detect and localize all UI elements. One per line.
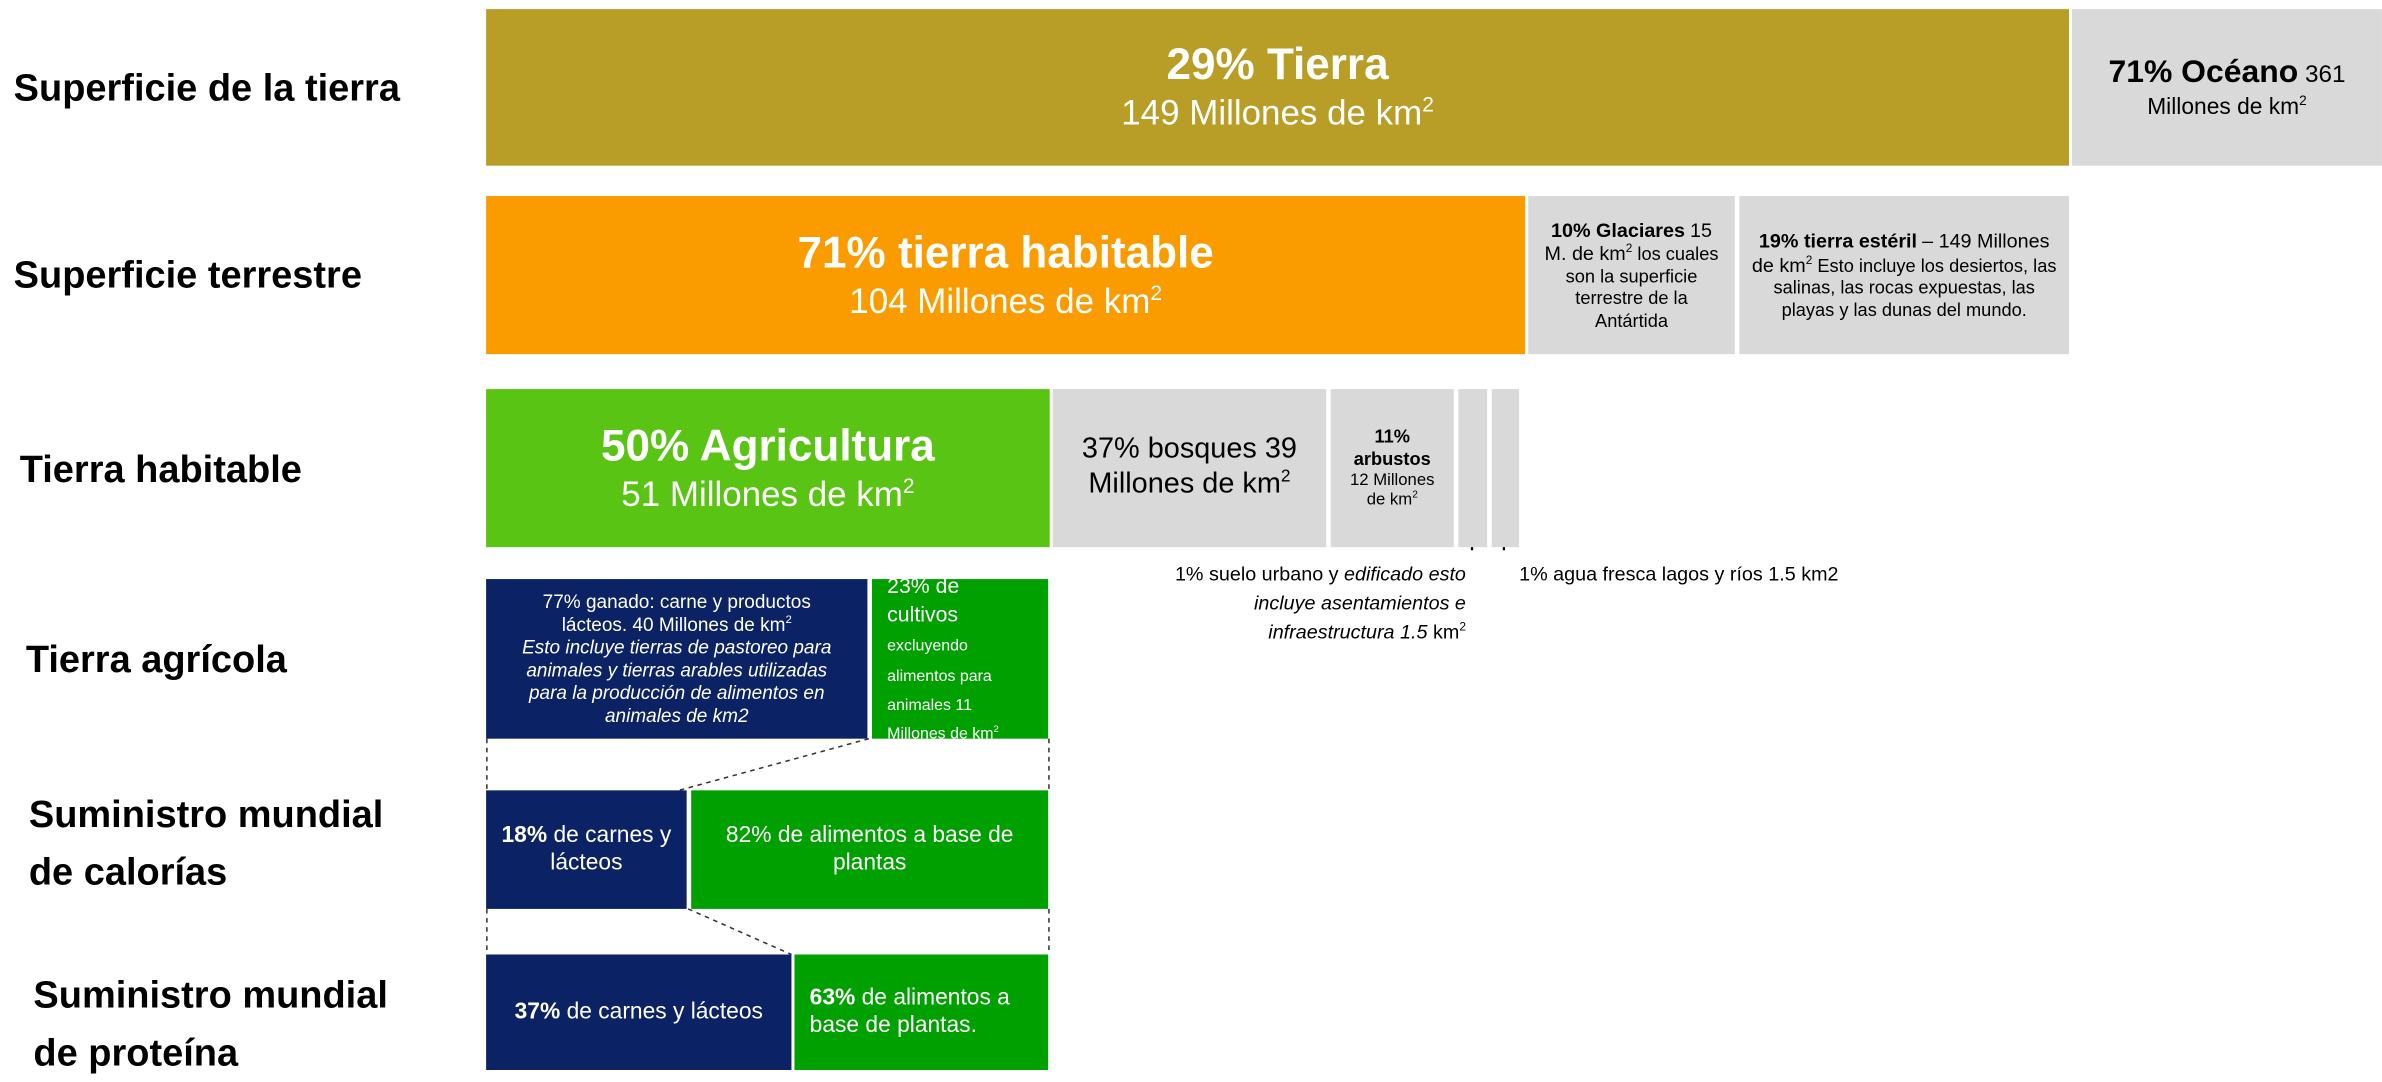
label-line: de proteína — [33, 1032, 239, 1075]
superscript: 2 — [1150, 281, 1162, 304]
block-title: 18% — [501, 822, 548, 849]
block-text: 104 Millones de km — [849, 280, 1151, 321]
label-line: Superficie de la tierra — [13, 66, 400, 110]
block-bosques: 37% bosques 39 Millones de km2 — [1052, 389, 1327, 548]
row-label: Superficie de la tierra — [14, 59, 400, 117]
block-text: 15 M. de km — [1544, 218, 1713, 266]
block-title: 50% Agricultura — [601, 422, 935, 471]
row-label: Suministro mundial de calorías — [29, 786, 383, 902]
label-line: de calorías — [28, 851, 228, 894]
block-text: – 149 Millones de km — [1751, 229, 2050, 277]
block-text: 12 Millones de km — [1349, 471, 1435, 510]
label-line: Suministro mundial — [28, 793, 384, 836]
block-glaciares: 10% Glaciares 15 M. de km2 los cuales so… — [1528, 196, 1735, 355]
label-line: Tierra habitable — [19, 448, 302, 491]
block-calorias-plantas: 82% de alimentos a base de plantas — [691, 790, 1049, 909]
block-text: 77% ganado: carne y productos lácteos. 4… — [542, 590, 811, 635]
note-text: km — [1432, 619, 1460, 643]
superscript: 2 — [993, 724, 999, 735]
dashed-line — [678, 737, 870, 792]
superscript: 2 — [1280, 467, 1291, 486]
superscript: 2 — [1805, 252, 1813, 267]
block-text: 82% de alimentos a base de plantas — [725, 822, 1014, 876]
superscript: 2 — [1422, 93, 1434, 117]
block-proteina-plantas: 63% de alimentos a base de plantas. — [794, 954, 1049, 1071]
block-text: Millones de km — [2147, 93, 2300, 120]
block-text: 37% bosques 39 Millones de km — [1081, 433, 1297, 501]
block-text: Esto incluye tierras de pastoreo para an… — [522, 636, 832, 726]
block-text: Esto incluye los desiertos, las salinas,… — [1773, 254, 2057, 321]
block-calorias-carne: 18% de carnes y lácteos — [486, 790, 687, 909]
block-title: 11% arbustos — [1353, 425, 1431, 470]
block-title: 71% Océano — [2108, 55, 2299, 91]
block-oceano: 71% Océano 361 Millones de km2 — [2072, 9, 2382, 166]
note-text: edificado esto incluye asentamientos e i… — [1254, 562, 1466, 643]
superscript: 2 — [902, 474, 915, 497]
row-label: Tierra agrícola — [26, 631, 287, 689]
block-title: 10% Glaciares — [1551, 218, 1685, 242]
block-arbustos: 11% arbustos 12 Millones de km2 — [1330, 389, 1454, 548]
row-label: Suministro mundial de proteína — [33, 967, 387, 1082]
superscript: 2 — [785, 611, 792, 626]
block-text: 361 — [2304, 62, 2346, 89]
block-agua — [1491, 389, 1520, 548]
block-text: de alimentos a base de plantas. — [809, 984, 1010, 1039]
block-tierra: 29% Tierra 149 Millones de km2 — [486, 9, 2070, 166]
block-title: 19% tierra estéril — [1758, 229, 1918, 253]
block-text: los cuales son la superficie terrestre d… — [1565, 243, 1719, 332]
superscript: 2 — [2299, 91, 2307, 108]
block-esteril: 19% tierra estéril – 149 Millones de km2… — [1739, 196, 2070, 355]
block-text: 51 Millones de km — [621, 473, 903, 514]
note-text: 1% agua fresca lagos y ríos 1.5 km2 — [1519, 562, 1839, 586]
block-proteina-carne: 37% de carnes y lácteos — [486, 954, 792, 1071]
row-label: Tierra habitable — [20, 441, 302, 499]
block-urbano — [1458, 389, 1488, 548]
dashed-line — [687, 908, 792, 956]
superscript: 2 — [1625, 241, 1633, 256]
superscript: 2 — [1459, 619, 1466, 633]
block-cultivos: 23% de cultivos excluyendo alimentos par… — [871, 573, 1049, 743]
block-ganado: 77% ganado: carne y productos lácteos. 4… — [486, 579, 868, 739]
block-text: 149 Millones de km — [1121, 92, 1423, 133]
label-line: Suministro mundial — [33, 974, 388, 1017]
block-text: 23% de cultivos — [887, 572, 960, 627]
block-title: 29% Tierra — [1166, 41, 1389, 91]
superscript: 2 — [1412, 490, 1418, 501]
block-text: de carnes y lácteos — [550, 822, 672, 876]
block-text: de carnes y lácteos — [566, 998, 763, 1025]
block-agricultura: 50% Agricultura 51 Millones de km2 — [486, 389, 1050, 548]
block-text: excluyendo alimentos para animales 11 Mi… — [887, 637, 994, 744]
note-text: 1% suelo urbano y — [1174, 562, 1339, 586]
block-habitable: 71% tierra habitable 104 Millones de km2 — [486, 196, 1526, 355]
block-title: 71% tierra habitable — [797, 229, 1214, 278]
note-urbano: 1% suelo urbano y edificado esto incluye… — [1124, 561, 1466, 647]
block-title: 63% — [809, 984, 856, 1011]
row-label: Superficie terrestre — [14, 246, 362, 304]
label-line: Tierra agrícola — [25, 638, 287, 681]
note-agua: 1% agua fresca lagos y ríos 1.5 km2 — [1519, 561, 1838, 590]
block-title: 37% — [514, 998, 561, 1025]
label-line: Superficie terrestre — [13, 253, 362, 297]
